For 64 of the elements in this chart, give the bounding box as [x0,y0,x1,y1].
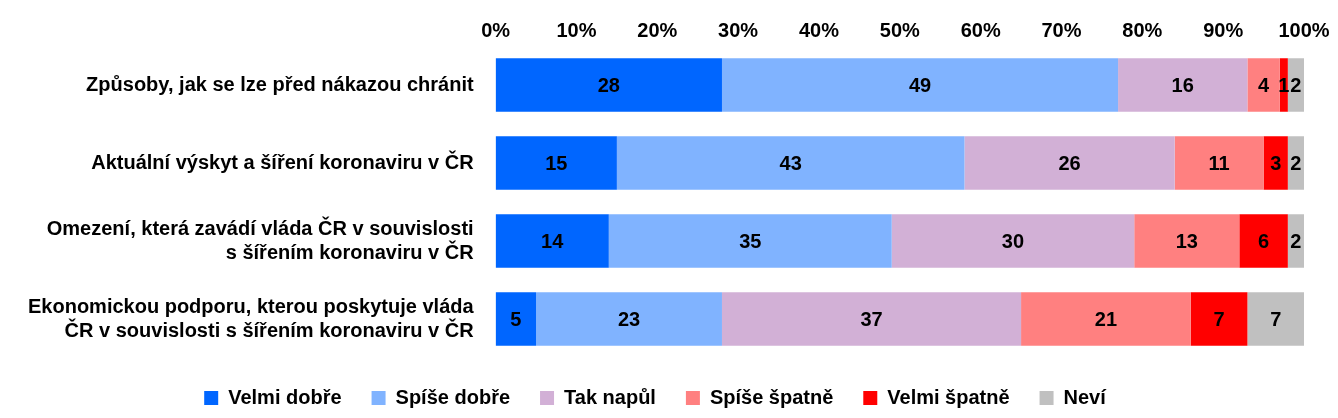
legend-label: Spíše špatně [709,385,834,408]
legend-label: Tak napůl [564,385,656,408]
bar [495,136,617,190]
x-tick-label: 60% [960,18,1001,41]
x-tick-label: 40% [798,18,840,41]
y-tick-label: Aktuální výskyt a šíření koronaviru v ČR [91,149,475,173]
x-tick-label: 70% [1041,18,1082,41]
x-tick-label: 30% [718,18,759,41]
data-label: 16 [1171,73,1194,96]
data-label: 37 [860,307,883,330]
legend-label: Velmi dobře [228,385,342,408]
data-label: 23 [617,307,641,330]
data-label: 3 [1270,151,1282,174]
legend-label: Spíše dobře [395,385,511,408]
bar [608,214,892,268]
data-label: 43 [779,151,802,174]
x-tick-label: 20% [637,18,678,41]
data-label: 13 [1175,229,1198,252]
data-label: 7 [1213,307,1225,330]
x-tick-label: 0% [481,18,511,41]
data-label: 2 [1290,229,1302,252]
data-label: 14 [541,229,565,252]
data-label: 5 [510,307,522,330]
bar [1174,136,1264,190]
bar [1021,292,1191,346]
bar [721,292,1022,346]
bar [721,58,1119,112]
bar [1239,214,1288,268]
data-label: 26 [1058,151,1081,174]
data-label: 7 [1270,307,1282,330]
data-label: 28 [597,73,620,96]
bar [495,58,722,112]
bar [616,136,965,190]
data-label: 2 [1290,151,1302,174]
bar [495,292,537,346]
data-label: 4 [1258,73,1271,96]
data-label: 49 [908,73,932,96]
legend-label: Neví [1063,385,1108,408]
data-label: 6 [1258,229,1270,252]
data-label: 2 [1290,73,1302,96]
x-tick-label: 90% [1203,18,1244,41]
data-label: 11 [1208,151,1230,174]
bar [1190,292,1248,346]
bar [1134,214,1240,268]
data-label: 35 [739,229,762,252]
bar [536,292,722,346]
bar [1118,58,1248,112]
x-tick-label: 50% [879,18,921,41]
x-tick-label: 10% [556,18,597,41]
bar [1247,58,1280,112]
data-label: 30 [1001,229,1025,252]
data-label: 15 [545,151,568,174]
bar [964,136,1175,190]
x-tick-label: 100% [1278,18,1330,41]
y-tick-label: Způsoby, jak se lze před nákazou chránit [86,72,474,95]
data-label: 21 [1094,307,1118,330]
x-tick-label: 80% [1122,18,1163,41]
bar [1263,136,1288,190]
legend-label: Velmi špatně [887,385,1010,408]
y-tick-label: Ekonomickou podporu, kterou poskytuje vláda ČR v souvislosti s šířením koronaviru v ČR [28,294,475,341]
bar [891,214,1135,268]
y-tick-label: Omezení, která zavádí vláda ČR v souvislosti s šířením koronaviru v ČR [46,215,475,263]
bar [495,214,609,268]
bar [1247,292,1304,346]
